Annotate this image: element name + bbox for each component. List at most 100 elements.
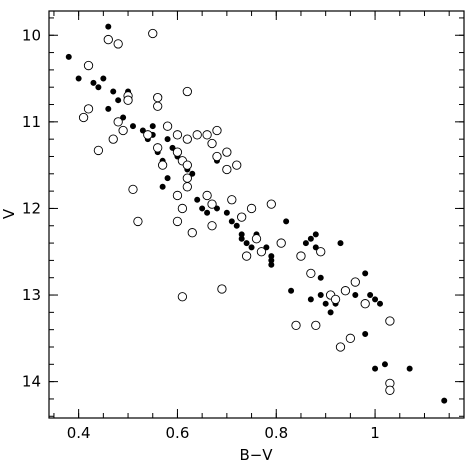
filled-data-point xyxy=(307,235,314,242)
open-data-point xyxy=(157,160,168,170)
open-data-point xyxy=(306,268,316,279)
open-data-point xyxy=(182,173,192,183)
filled-data-point xyxy=(194,196,201,203)
filled-data-point xyxy=(95,84,102,91)
filled-data-point xyxy=(283,218,290,225)
y-tick-label: 14 xyxy=(22,373,41,391)
open-data-point xyxy=(182,160,192,170)
filled-data-point xyxy=(129,123,136,130)
filled-data-point xyxy=(238,235,245,242)
open-data-point xyxy=(192,130,202,140)
filled-data-point xyxy=(139,127,146,134)
filled-data-point xyxy=(337,240,344,247)
open-data-point xyxy=(222,164,232,175)
filled-data-point xyxy=(362,330,369,337)
open-data-point xyxy=(311,320,321,330)
filled-data-point xyxy=(307,296,314,303)
open-data-point xyxy=(385,385,395,395)
open-data-point xyxy=(246,203,257,214)
open-data-point xyxy=(103,34,113,45)
filled-data-point xyxy=(381,361,388,368)
open-data-point xyxy=(143,130,153,140)
filled-data-point xyxy=(115,97,122,104)
open-data-point xyxy=(172,216,183,227)
open-data-point xyxy=(276,238,286,248)
open-data-point xyxy=(108,134,118,144)
open-data-point xyxy=(335,342,346,352)
tick-labels: 0.4 0.6 0.8 1 10 11 12 13 14 xyxy=(22,26,380,442)
open-data-point xyxy=(187,228,197,238)
open-data-point xyxy=(340,286,351,296)
filled-data-point xyxy=(441,397,448,404)
open-data-point xyxy=(182,86,192,97)
open-data-point xyxy=(256,247,267,257)
filled-data-point xyxy=(75,75,82,82)
filled-data-point xyxy=(189,170,196,177)
filled-data-point xyxy=(377,300,384,307)
open-data-point xyxy=(172,190,183,201)
filled-data-point xyxy=(228,218,235,225)
y-tick-label: 12 xyxy=(22,199,41,217)
open-data-point xyxy=(133,216,143,227)
filled-data-point xyxy=(317,292,324,299)
open-data-point xyxy=(207,199,217,209)
filled-data-point xyxy=(312,231,319,238)
open-data-point xyxy=(202,190,212,201)
open-data-point xyxy=(207,138,217,149)
filled-data-point xyxy=(149,123,156,130)
open-data-point xyxy=(212,125,222,136)
open-data-point xyxy=(350,277,360,287)
open-data-point xyxy=(182,182,192,192)
filled-data-point xyxy=(105,23,112,30)
plot-frame xyxy=(48,10,465,419)
open-data-point xyxy=(83,104,94,114)
filled-data-point xyxy=(164,136,171,143)
filled-data-point xyxy=(164,175,171,182)
open-data-point xyxy=(237,212,247,222)
filled-data-point xyxy=(406,365,413,372)
open-data-point xyxy=(177,292,188,302)
filled-data-point xyxy=(288,287,295,294)
open-data-point xyxy=(212,151,222,162)
filled-data-point xyxy=(199,205,206,212)
filled-data-point xyxy=(352,292,359,299)
open-data-point xyxy=(162,121,173,131)
filled-data-point xyxy=(159,183,166,190)
filled-data-point xyxy=(327,309,334,316)
open-data-point xyxy=(153,143,163,153)
open-data-point xyxy=(83,60,94,71)
open-data-point xyxy=(360,299,370,309)
filled-data-point xyxy=(372,296,379,303)
filled-data-point xyxy=(362,270,369,277)
open-data-point xyxy=(172,130,183,140)
open-data-point xyxy=(217,284,227,294)
open-data-point xyxy=(296,251,306,261)
x-tick-label: 0.8 xyxy=(264,424,288,442)
open-data-point xyxy=(172,147,183,157)
open-data-point xyxy=(93,145,104,156)
open-data-point xyxy=(202,130,212,140)
open-data-point xyxy=(153,92,163,103)
open-data-point xyxy=(113,39,123,49)
filled-data-point xyxy=(248,244,255,251)
open-data-point xyxy=(316,247,326,257)
open-data-point xyxy=(232,160,242,170)
filled-data-point xyxy=(105,105,112,112)
open-data-point xyxy=(78,112,89,123)
filled-data-point xyxy=(317,274,324,281)
filled-data-point xyxy=(233,222,240,229)
filled-data-point xyxy=(372,365,379,372)
filled-data-point xyxy=(90,79,97,86)
open-data-point xyxy=(222,147,232,157)
open-data-point xyxy=(251,234,262,244)
filled-data-point xyxy=(65,53,72,60)
filled-data-point xyxy=(263,244,270,251)
open-data-point xyxy=(153,101,163,111)
x-tick-label: 0.6 xyxy=(166,424,190,442)
axis-ticks xyxy=(49,11,464,418)
y-tick-label: 10 xyxy=(22,26,41,44)
y-tick-label: 11 xyxy=(22,113,41,131)
open-data-point xyxy=(291,320,301,330)
filled-data-point xyxy=(110,88,117,95)
